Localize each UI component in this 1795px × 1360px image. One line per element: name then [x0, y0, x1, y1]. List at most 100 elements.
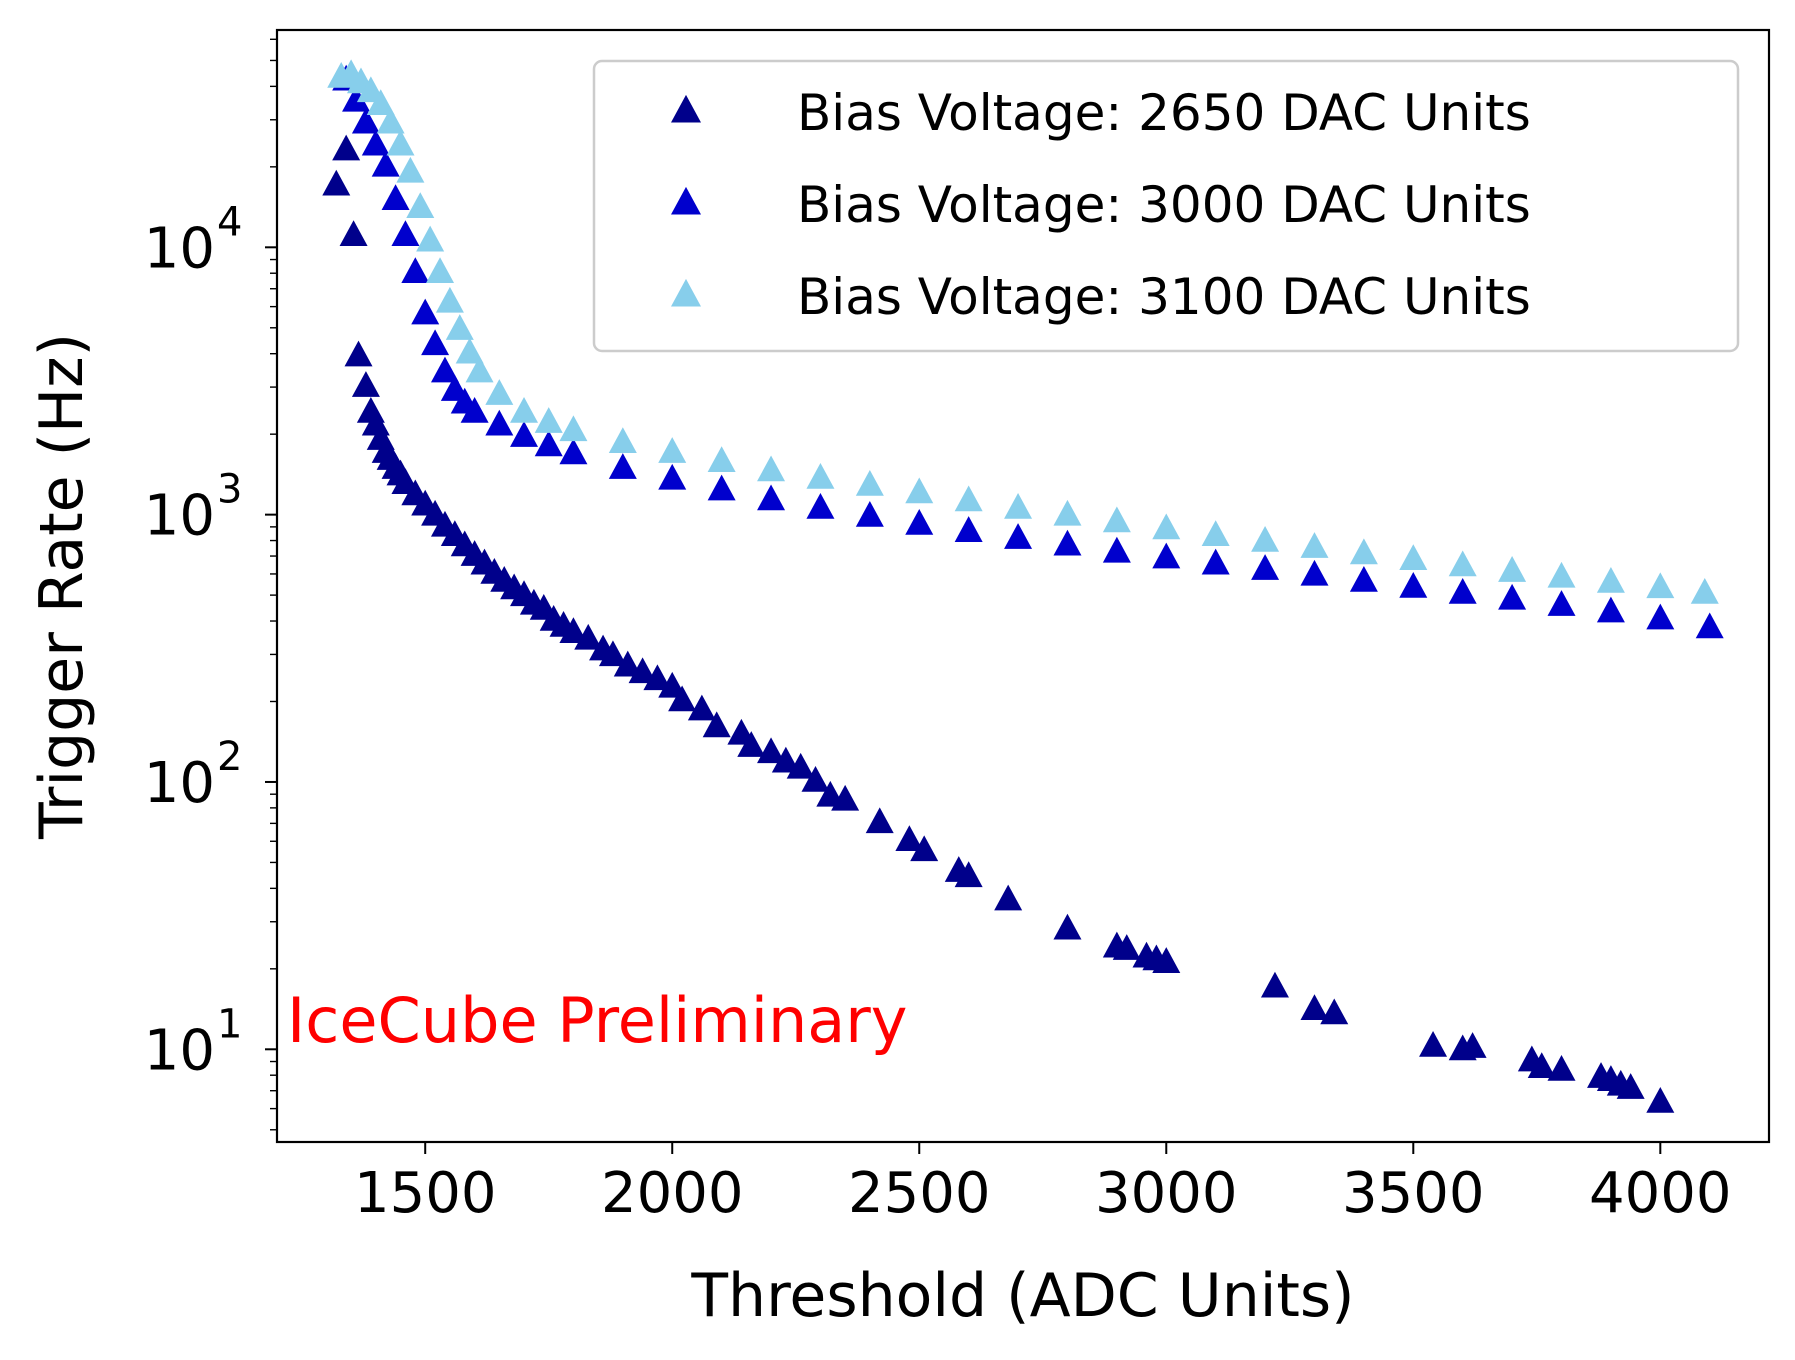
- data-point: [1053, 499, 1082, 526]
- icecube-preliminary-annotation: IceCube Preliminary: [287, 984, 907, 1057]
- data-point: [376, 107, 405, 134]
- data-point: [1349, 538, 1378, 565]
- series-1: [332, 64, 1724, 639]
- data-point: [1419, 1031, 1448, 1057]
- data-point: [1300, 559, 1329, 586]
- data-point: [608, 453, 637, 479]
- data-point: [361, 129, 390, 156]
- y-tick-label: 10: [144, 484, 215, 549]
- x-axis: 1500 2000 2500 3000 3500 4000: [354, 1142, 1732, 1226]
- data-point: [905, 477, 934, 504]
- data-point: [757, 484, 786, 511]
- data-point: [910, 835, 939, 862]
- data-point: [322, 169, 351, 196]
- y-tick-exponent: 2: [217, 734, 242, 780]
- data-point: [401, 257, 430, 284]
- data-point: [1399, 544, 1428, 571]
- y-tick-label: 10: [144, 216, 215, 281]
- y-tick-exponent: 4: [217, 199, 242, 245]
- data-point: [1498, 583, 1527, 610]
- data-point: [485, 409, 514, 436]
- data-point: [1616, 1073, 1645, 1099]
- data-point: [806, 462, 835, 489]
- data-point: [386, 129, 415, 156]
- data-point: [643, 664, 672, 691]
- data-point: [421, 329, 450, 356]
- data-point: [613, 650, 642, 677]
- data-point: [1152, 513, 1181, 540]
- data-point: [1004, 523, 1033, 549]
- data-point: [559, 617, 588, 644]
- x-tick-label: 1500: [354, 1161, 497, 1226]
- data-point: [658, 463, 687, 490]
- data-point: [737, 731, 766, 757]
- y-axis-title: Trigger Rate (Hz): [27, 333, 97, 840]
- data-point: [1260, 971, 1289, 998]
- x-tick-label: 3000: [1095, 1161, 1238, 1226]
- data-point: [954, 516, 983, 542]
- data-point: [1399, 571, 1428, 598]
- data-point: [435, 286, 464, 313]
- y-tick-exponent: 1: [217, 1001, 242, 1047]
- data-point: [406, 192, 435, 219]
- data-point: [707, 446, 736, 473]
- data-point: [1201, 520, 1230, 547]
- data-point: [411, 298, 440, 325]
- x-tick-label: 4000: [1589, 1161, 1732, 1226]
- series-0: [322, 134, 1675, 1113]
- data-point: [994, 884, 1023, 911]
- data-point: [416, 225, 445, 252]
- data-point: [510, 421, 539, 447]
- data-point: [1527, 1052, 1556, 1078]
- data-point: [485, 379, 514, 405]
- data-point: [757, 455, 786, 482]
- data-point: [1458, 1032, 1487, 1058]
- data-point: [460, 397, 489, 423]
- data-point: [391, 220, 420, 247]
- y-tick-exponent: 3: [217, 467, 242, 513]
- data-point: [628, 657, 657, 684]
- data-point: [1004, 493, 1033, 519]
- data-point: [534, 430, 563, 457]
- legend-label: Bias Voltage: 3000 DAC Units: [797, 176, 1531, 234]
- legend-marker: [671, 94, 701, 123]
- data-point: [1300, 994, 1329, 1021]
- data-point: [426, 257, 455, 284]
- data-point: [954, 485, 983, 512]
- data-point: [1448, 550, 1477, 577]
- data-point: [559, 415, 588, 442]
- data-point: [1053, 529, 1082, 556]
- y-tick-label: 10: [144, 1018, 215, 1083]
- data-point: [1349, 565, 1378, 592]
- data-point: [855, 470, 884, 496]
- legend-label: Bias Voltage: 3100 DAC Units: [797, 268, 1531, 326]
- data-point: [1251, 554, 1280, 580]
- data-point: [707, 474, 736, 501]
- data-point: [574, 623, 603, 650]
- data-point: [1053, 913, 1082, 940]
- data-point: [1102, 536, 1131, 563]
- data-point: [1547, 561, 1576, 588]
- legend: Bias Voltage: 2650 DAC Units Bias Voltage…: [592, 59, 1740, 353]
- data-point: [786, 752, 815, 779]
- series-2: [327, 59, 1719, 604]
- legend-marker: [671, 186, 701, 215]
- x-tick-label: 2000: [601, 1161, 744, 1226]
- data-point: [702, 711, 731, 738]
- data-point: [1251, 526, 1280, 552]
- data-point: [598, 640, 627, 667]
- data-point: [559, 438, 588, 465]
- data-point: [1201, 548, 1230, 575]
- data-point: [865, 807, 894, 834]
- data-point: [465, 356, 494, 383]
- data-point: [1547, 590, 1576, 616]
- data-point: [342, 85, 371, 112]
- data-point: [351, 371, 380, 397]
- data-point: [396, 156, 425, 183]
- data-point: [658, 437, 687, 463]
- data-point: [1448, 577, 1477, 604]
- data-point: [905, 508, 934, 535]
- data-point: [455, 337, 484, 364]
- data-point: [608, 427, 637, 454]
